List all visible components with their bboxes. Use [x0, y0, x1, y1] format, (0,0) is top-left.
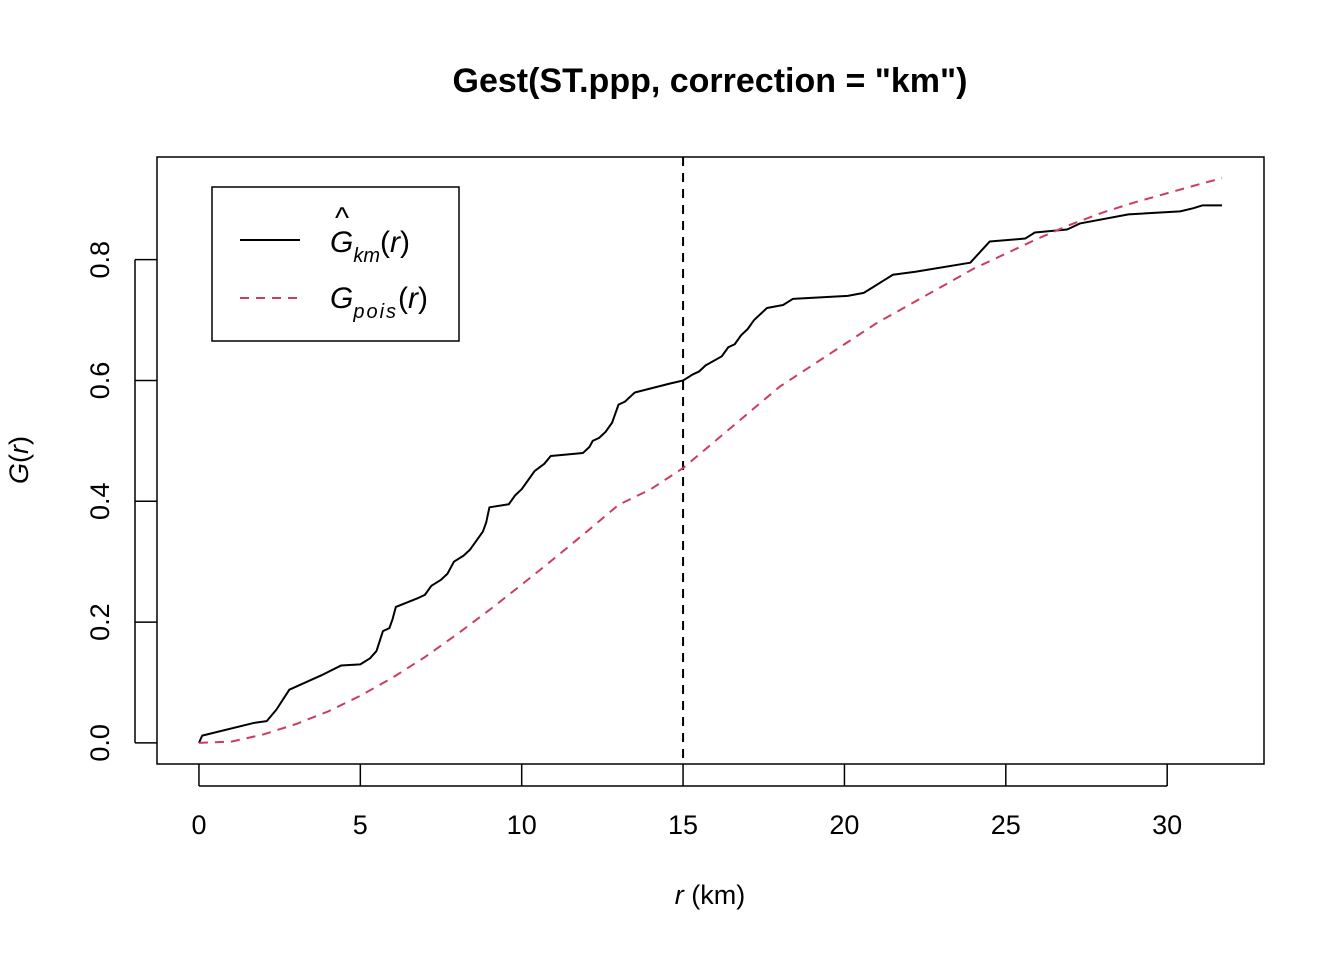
y-tick-label: 0.6 [85, 362, 115, 400]
series-line-gpois [198, 177, 1223, 744]
x-tick-label: 25 [991, 810, 1021, 840]
legend-box [211, 186, 460, 342]
legend: Gkm(r) ^ Gpois(r) [211, 186, 460, 342]
y-tick-label: 0.0 [85, 724, 115, 762]
plot-area [198, 157, 1223, 764]
x-tick-label: 20 [829, 810, 859, 840]
chart-title: Gest(ST.ppp, correction = "km") [453, 62, 968, 100]
legend-hat-gkm: ^ [335, 202, 349, 235]
x-axis-label-var: r [675, 880, 685, 910]
legend-label-gkm: Gkm(r) [330, 226, 410, 267]
x-tick-label: 5 [353, 810, 368, 840]
y-tick-label: 0.4 [85, 482, 115, 520]
y-axis-label: G(r) [4, 436, 34, 484]
y-axis-label-var: G [4, 463, 34, 484]
axes: 0 5 10 15 20 25 30 0.0 0.2 0.4 0.6 0.8 [85, 156, 1265, 840]
legend-label-gpois: Gpois(r) [330, 282, 428, 323]
x-tick-label: 0 [191, 810, 206, 840]
x-tick-label: 30 [1152, 810, 1182, 840]
x-axis-label-unit: (km) [691, 880, 745, 910]
series-line-gkm [198, 204, 1223, 744]
y-axis-label-arg: r [4, 444, 34, 454]
plot-frame [156, 156, 1265, 765]
x-axis-label: r (km) [675, 880, 746, 910]
x-tick-label: 15 [668, 810, 698, 840]
y-tick-label: 0.2 [85, 603, 115, 641]
svg-text:G(r): G(r) [4, 436, 34, 484]
x-tick-label: 10 [507, 810, 537, 840]
y-tick-label: 0.8 [85, 241, 115, 279]
